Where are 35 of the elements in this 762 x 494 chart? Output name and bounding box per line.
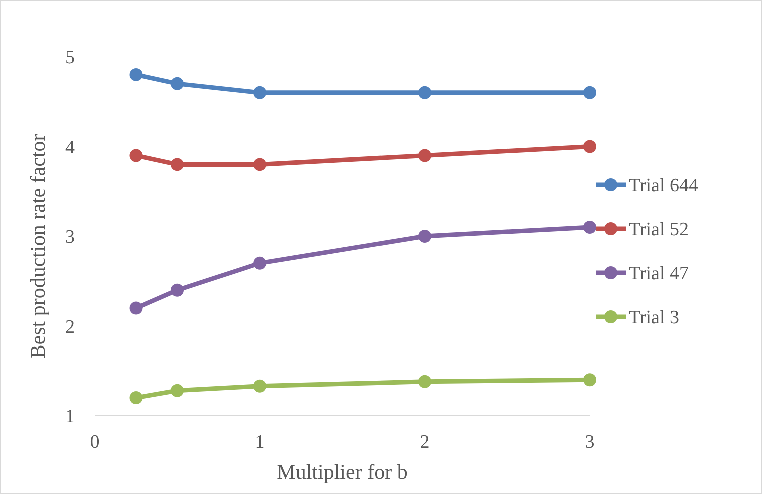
y-tick-label: 2 [66,316,75,338]
point [171,158,184,172]
point [171,284,184,297]
point [584,86,596,100]
legend-label: Trial 3 [629,308,680,329]
point [418,230,432,243]
y-tick-label: 1 [66,406,75,428]
x-tick-label: 1 [255,432,265,453]
point [584,140,596,154]
point [584,221,596,234]
point [130,149,143,162]
point [418,375,432,388]
legend-label: Trial 52 [629,220,690,241]
x-tick-label: 2 [420,432,430,453]
y-tick-label: 3 [66,227,75,248]
point [254,86,266,100]
x-tick-label: 0 [90,432,100,453]
point [584,374,596,387]
point [418,86,432,100]
point [254,256,266,270]
point [171,384,184,398]
point [418,149,432,162]
legend-label: Trial 47 [629,264,690,285]
y-axis-title: Best production rate factor [26,134,50,359]
y-tick-label: 4 [66,137,76,158]
legend-label: Trial 644 [629,176,700,197]
y-tick-label: 5 [66,48,75,69]
point [254,158,266,172]
point [130,392,143,405]
point [254,380,266,393]
x-axis-title: Multiplier for b [277,460,408,484]
x-tick-label: 3 [585,432,595,453]
point [171,77,184,90]
point [130,68,143,82]
point [130,302,143,315]
